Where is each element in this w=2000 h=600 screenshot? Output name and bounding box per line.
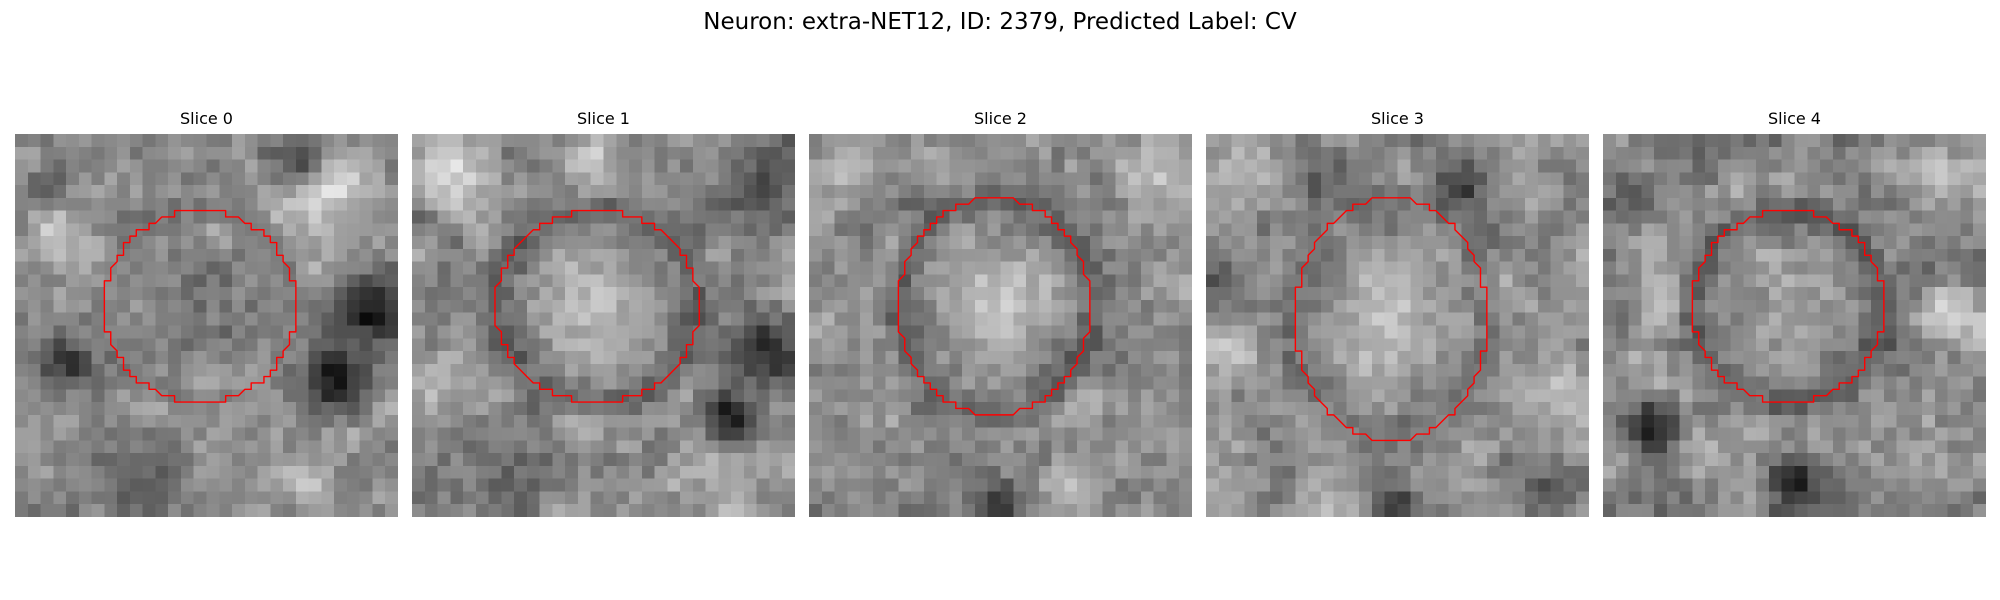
slice-title-3: Slice 3 bbox=[1371, 109, 1424, 128]
slice-image-2 bbox=[809, 134, 1192, 517]
pixel-grid bbox=[1603, 134, 1986, 517]
roi-contour bbox=[494, 209, 700, 403]
slice-title-2: Slice 2 bbox=[974, 109, 1027, 128]
roi-contour bbox=[1691, 209, 1885, 403]
slice-title-0: Slice 0 bbox=[180, 109, 233, 128]
slice-image-1 bbox=[412, 134, 795, 517]
pixel-grid bbox=[1206, 134, 1589, 517]
roi-contour bbox=[897, 197, 1091, 416]
slice-image-4 bbox=[1603, 134, 1986, 517]
pixel-grid bbox=[15, 134, 398, 517]
roi-contour bbox=[1294, 197, 1488, 442]
pixel-grid bbox=[809, 134, 1192, 517]
pixel-grid bbox=[412, 134, 795, 517]
roi-contour bbox=[103, 209, 297, 403]
figure-title: Neuron: extra-NET12, ID: 2379, Predicted… bbox=[703, 9, 1297, 35]
slice-title-4: Slice 4 bbox=[1768, 109, 1821, 128]
slice-image-0 bbox=[15, 134, 398, 517]
slice-title-1: Slice 1 bbox=[577, 109, 630, 128]
slice-image-3 bbox=[1206, 134, 1589, 517]
